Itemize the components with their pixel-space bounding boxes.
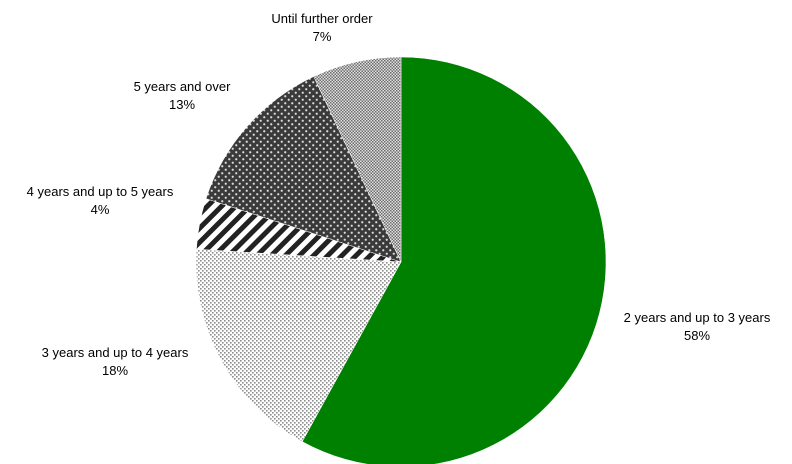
slice-label: 2 years and up to 3 years: [624, 310, 771, 325]
pie-slices: [195, 56, 607, 464]
pie-slice-3-years-and-up-to-4-years: [195, 248, 402, 442]
pie-slice-until-further-order: [313, 56, 402, 263]
pie-labels: 2 years and up to 3 years 58% 3 years and …: [27, 11, 771, 378]
slice-percent-label: 58%: [684, 328, 710, 343]
slice-label: 3 years and up to 4 years: [42, 345, 189, 360]
slice-percent-label: 7%: [313, 29, 332, 44]
slice-label: 4 years and up to 5 years: [27, 184, 174, 199]
slice-percent-label: 4%: [91, 202, 110, 217]
slice-label: 5 years and over: [134, 79, 232, 94]
slice-percent-label: 18%: [102, 363, 128, 378]
slice-label: Until further order: [271, 11, 373, 26]
pie-slice-5-years-and-over: [205, 76, 402, 263]
slice-percent-label: 13%: [169, 97, 195, 112]
pie-slice-2-years-and-up-to-3-years: [301, 56, 607, 464]
